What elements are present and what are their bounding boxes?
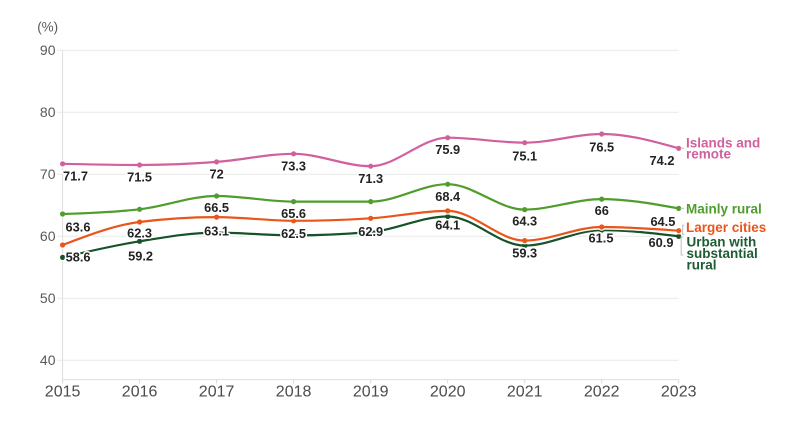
svg-text:61.5: 61.5 (589, 230, 614, 245)
svg-text:2019: 2019 (353, 384, 389, 401)
svg-text:58.6: 58.6 (66, 250, 91, 265)
svg-text:64.5: 64.5 (650, 214, 675, 229)
svg-text:Larger cities: Larger cities (686, 220, 766, 235)
svg-text:73.3: 73.3 (281, 159, 306, 174)
svg-text:remote: remote (686, 147, 732, 162)
svg-text:65.6: 65.6 (281, 206, 306, 221)
svg-text:rural: rural (687, 257, 717, 272)
svg-text:2021: 2021 (507, 384, 543, 401)
svg-text:63.1: 63.1 (204, 224, 229, 239)
svg-text:2015: 2015 (45, 384, 81, 401)
svg-text:63.6: 63.6 (66, 219, 91, 234)
svg-text:2018: 2018 (276, 384, 312, 401)
svg-text:2022: 2022 (584, 384, 620, 401)
svg-text:75.9: 75.9 (435, 142, 460, 157)
svg-text:64.1: 64.1 (435, 218, 460, 233)
svg-text:40: 40 (40, 352, 56, 368)
svg-text:66: 66 (595, 203, 609, 218)
svg-text:90: 90 (40, 42, 56, 58)
svg-text:60: 60 (40, 228, 56, 244)
svg-text:59.3: 59.3 (512, 245, 537, 260)
svg-text:71.3: 71.3 (358, 171, 383, 186)
svg-text:74.2: 74.2 (650, 153, 675, 168)
svg-text:76.5: 76.5 (589, 139, 614, 154)
svg-text:66.5: 66.5 (204, 200, 229, 215)
svg-text:71.7: 71.7 (63, 169, 88, 184)
svg-text:62.3: 62.3 (127, 226, 152, 241)
svg-text:Urban with: Urban with (687, 235, 757, 250)
svg-text:59.2: 59.2 (128, 248, 153, 263)
svg-text:Mainly rural: Mainly rural (686, 201, 762, 216)
svg-text:2017: 2017 (199, 384, 235, 401)
svg-text:68.4: 68.4 (435, 189, 461, 204)
svg-text:64.3: 64.3 (512, 214, 537, 229)
svg-text:(%): (%) (37, 20, 58, 35)
svg-text:70: 70 (40, 166, 56, 182)
svg-text:71.5: 71.5 (127, 170, 152, 185)
svg-text:Islands and: Islands and (686, 135, 760, 150)
svg-text:62.5: 62.5 (281, 226, 306, 241)
svg-text:substantial: substantial (687, 246, 758, 261)
svg-text:2023: 2023 (661, 384, 697, 401)
svg-text:72: 72 (209, 167, 223, 182)
svg-text:2016: 2016 (122, 384, 158, 401)
svg-text:60.9: 60.9 (649, 235, 674, 250)
svg-text:80: 80 (40, 104, 56, 120)
svg-text:75.1: 75.1 (512, 149, 537, 164)
svg-text:50: 50 (40, 290, 56, 306)
svg-text:2020: 2020 (430, 384, 466, 401)
svg-text:62.9: 62.9 (358, 224, 383, 239)
